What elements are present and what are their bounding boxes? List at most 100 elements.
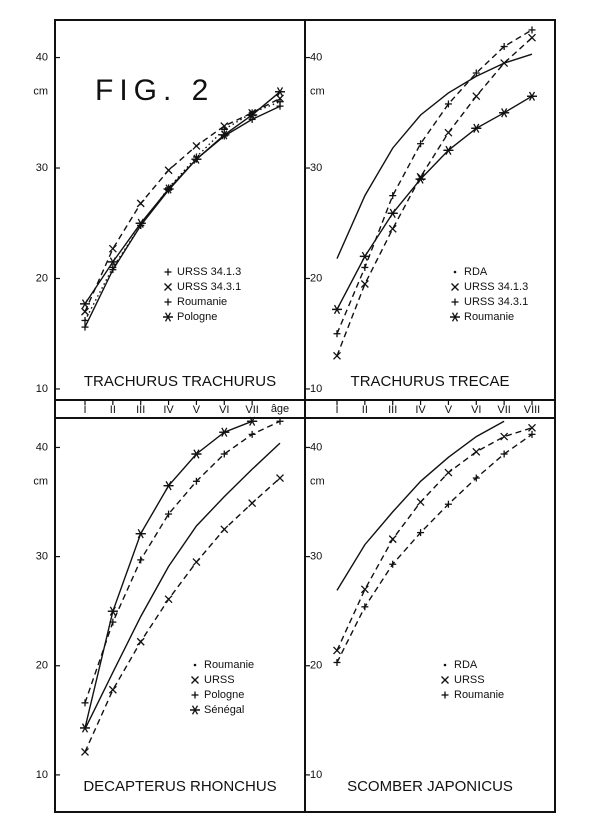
data-point xyxy=(500,59,509,68)
data-point-stroke xyxy=(248,499,257,508)
legend-symbol xyxy=(453,270,457,274)
chart-title: TRACHURUS TRACHURUS xyxy=(84,373,276,390)
x-tick-label: I xyxy=(83,404,86,416)
data-point xyxy=(248,499,257,508)
x-tick-label: IV xyxy=(415,404,426,416)
legend-label: URSS xyxy=(204,674,235,686)
data-point xyxy=(164,166,173,175)
series-line xyxy=(84,101,281,321)
y-tick-label: 20 xyxy=(36,660,48,672)
data-point-stroke xyxy=(81,748,89,756)
legend-symbol-stroke xyxy=(441,676,449,684)
data-point xyxy=(528,33,536,42)
legend-label: RDA xyxy=(454,659,478,671)
series-line xyxy=(336,427,533,651)
y-tick-label: 30 xyxy=(36,162,48,174)
legend-symbol xyxy=(191,676,199,684)
legend-symbol-stroke xyxy=(451,283,459,291)
data-point xyxy=(108,685,117,694)
y-tick-label: 10 xyxy=(310,769,322,781)
data-point-stroke xyxy=(192,141,201,150)
data-point xyxy=(136,199,145,208)
data-point-stroke xyxy=(444,128,453,137)
legend-label: Pologne xyxy=(204,689,244,701)
x-tick-label: II xyxy=(110,404,116,416)
legend-symbol-stroke xyxy=(164,283,172,291)
data-point xyxy=(192,558,201,567)
x-tick-label: V xyxy=(445,404,453,416)
x-tick-label: I xyxy=(335,404,338,416)
y-tick-label: 40 xyxy=(36,441,48,453)
legend-label: RDA xyxy=(464,266,488,278)
data-point xyxy=(137,556,145,564)
data-point xyxy=(389,192,397,200)
x-tick-label: VII xyxy=(245,404,258,416)
data-point xyxy=(359,251,370,262)
legend-symbol xyxy=(164,268,172,276)
data-point xyxy=(333,658,341,666)
data-point xyxy=(443,145,454,156)
series-line xyxy=(84,105,281,328)
data-point xyxy=(472,447,481,456)
legend-symbol xyxy=(164,283,172,291)
legend-symbol xyxy=(163,312,173,322)
y-tick-label: 20 xyxy=(310,272,322,284)
data-point xyxy=(108,244,117,253)
data-point xyxy=(219,427,230,437)
legend-label: URSS 34.3.1 xyxy=(464,296,528,308)
data-point xyxy=(192,141,201,150)
x-axis-label: âge xyxy=(271,403,289,415)
series-line xyxy=(336,37,533,357)
legend-symbol xyxy=(191,691,199,699)
data-point xyxy=(163,481,174,491)
legend-label: URSS xyxy=(454,674,485,686)
data-point xyxy=(220,450,228,458)
data-point xyxy=(80,299,90,309)
data-point xyxy=(135,529,146,539)
data-point xyxy=(275,87,285,97)
y-tick-label: 10 xyxy=(36,769,48,781)
x-tick-label: V xyxy=(193,404,201,416)
data-point-stroke xyxy=(388,535,397,544)
data-point xyxy=(527,91,537,101)
data-point-stroke xyxy=(528,423,536,432)
data-point xyxy=(361,263,369,271)
data-point xyxy=(500,432,509,441)
data-point xyxy=(276,417,284,425)
legend-label: URSS 34.1.3 xyxy=(464,281,528,293)
y-tick-label: 20 xyxy=(310,660,322,672)
legend-label: Roumanie xyxy=(464,311,514,323)
data-point xyxy=(528,423,536,432)
data-point xyxy=(191,449,202,459)
data-point xyxy=(500,43,508,51)
data-point xyxy=(444,100,452,108)
data-point xyxy=(472,474,480,482)
data-point xyxy=(416,498,425,506)
data-point xyxy=(276,474,284,482)
data-point xyxy=(415,174,426,184)
data-point xyxy=(165,510,173,518)
legend-symbol xyxy=(451,283,459,291)
legend-symbol xyxy=(164,298,172,306)
data-point xyxy=(388,535,397,544)
legend-symbol-dot xyxy=(453,270,457,274)
data-point xyxy=(109,266,117,274)
legend-label: Roumanie xyxy=(454,689,504,701)
data-point xyxy=(360,585,369,594)
data-point xyxy=(136,637,145,646)
y-tick-label: 10 xyxy=(310,383,322,395)
data-point-stroke xyxy=(500,432,509,441)
data-point xyxy=(417,140,425,148)
data-point xyxy=(81,699,89,707)
data-point-stroke xyxy=(416,498,425,506)
data-point-stroke xyxy=(192,558,201,567)
data-point xyxy=(81,323,89,331)
legend-label: Roumanie xyxy=(204,659,254,671)
data-point xyxy=(192,477,200,485)
data-point xyxy=(333,646,341,655)
chart-title: SCOMBER JAPONICUS xyxy=(347,778,513,795)
data-point-stroke xyxy=(333,351,341,360)
data-point xyxy=(248,430,256,438)
chart-title: DECAPTERUS RHONCHUS xyxy=(83,778,276,795)
data-point xyxy=(80,723,90,733)
